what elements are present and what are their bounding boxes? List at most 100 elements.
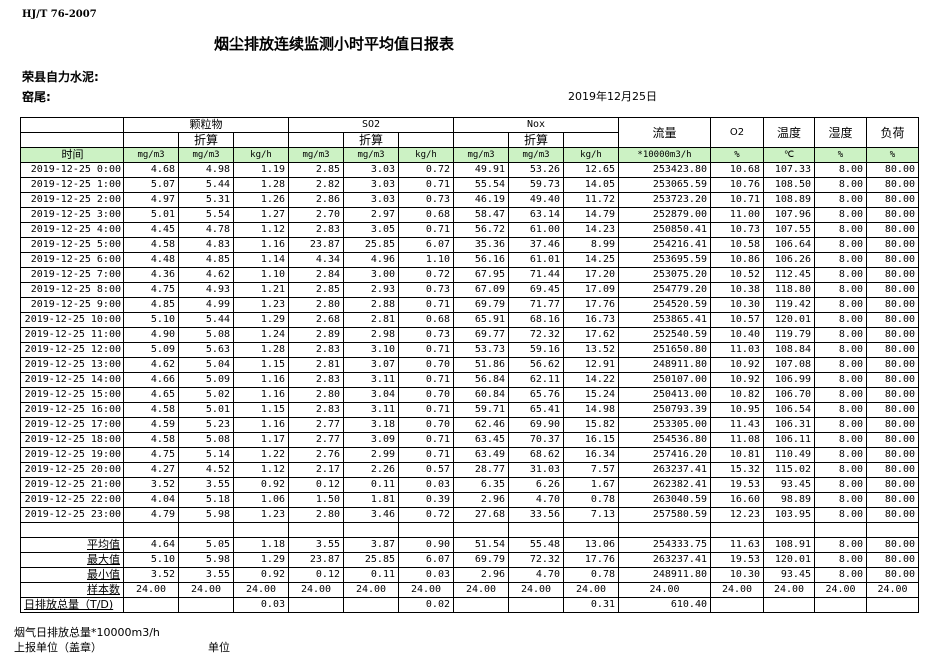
row-time: 2019-12-25 16:00 xyxy=(20,402,124,418)
cell: 8.00 xyxy=(814,402,867,418)
row-time: 2019-12-25 5:00 xyxy=(20,237,124,253)
cell: 5.98 xyxy=(178,552,234,568)
cell: 19.53 xyxy=(710,477,764,493)
cell: 5.98 xyxy=(178,507,234,523)
cell: 24.00 xyxy=(866,582,919,598)
cell: 10.52 xyxy=(710,267,764,283)
cell: 70.37 xyxy=(508,432,564,448)
cell: 8.00 xyxy=(814,432,867,448)
row-time: 2019-12-25 23:00 xyxy=(20,507,124,523)
cell: 4.97 xyxy=(123,192,179,208)
cell: 17.76 xyxy=(563,552,619,568)
cell: 10.92 xyxy=(710,372,764,388)
cell: 3.11 xyxy=(343,402,399,418)
cell: 4.66 xyxy=(123,372,179,388)
cell: 5.07 xyxy=(123,177,179,193)
header-flow: 流量 xyxy=(618,117,711,148)
cell: 10.57 xyxy=(710,312,764,328)
cell: 24.00 xyxy=(763,582,815,598)
cell: 3.03 xyxy=(343,177,399,193)
cell: 0.70 xyxy=(398,417,454,433)
cell: 106.26 xyxy=(763,252,815,268)
cell: 5.08 xyxy=(178,327,234,343)
cell xyxy=(866,522,919,538)
cell: 53.73 xyxy=(453,342,509,358)
cell: 8.00 xyxy=(814,252,867,268)
cell: 4.70 xyxy=(508,567,564,583)
cell: 106.64 xyxy=(763,237,815,253)
cell: 10.76 xyxy=(710,177,764,193)
cell: 1.81 xyxy=(343,492,399,508)
cell xyxy=(814,522,867,538)
row-time: 2019-12-25 18:00 xyxy=(20,432,124,448)
report-date: 2019年12月25日 xyxy=(568,90,657,103)
cell xyxy=(618,522,711,538)
cell: 1.67 xyxy=(563,477,619,493)
cell: 4.93 xyxy=(178,282,234,298)
header-converted: 折算 xyxy=(178,132,234,148)
cell: 2.77 xyxy=(288,432,344,448)
cell: 56.62 xyxy=(508,357,564,373)
cell: 8.00 xyxy=(814,282,867,298)
cell: 16.60 xyxy=(710,492,764,508)
table-row: 2019-12-25 3:00 5.01 5.54 1.27 2.70 2.97 0.68 5… xyxy=(20,207,919,223)
cell: 53.26 xyxy=(508,162,564,178)
cell: 4.45 xyxy=(123,222,179,238)
cell: 108.89 xyxy=(763,192,815,208)
cell: 33.56 xyxy=(508,507,564,523)
cell: 0.11 xyxy=(343,477,399,493)
cell: 6.07 xyxy=(398,552,454,568)
cell: 49.91 xyxy=(453,162,509,178)
cell: 3.05 xyxy=(343,222,399,238)
daily-total-row: 日排放总量（T/D) 0.03 0.02 0.31 610.40 xyxy=(20,597,919,613)
cell: 263237.41 xyxy=(618,552,711,568)
cell: 1.10 xyxy=(398,252,454,268)
header-empty xyxy=(20,117,124,133)
cell xyxy=(343,597,399,613)
cell: 80.00 xyxy=(866,162,919,178)
cell: 106.11 xyxy=(763,432,815,448)
cell: 1.14 xyxy=(233,252,289,268)
cell: 3.18 xyxy=(343,417,399,433)
cell: 17.09 xyxy=(563,282,619,298)
cell: 254520.59 xyxy=(618,297,711,313)
cell: 0.73 xyxy=(398,192,454,208)
cell: 4.58 xyxy=(123,237,179,253)
cell: 12.91 xyxy=(563,357,619,373)
cell: 2.80 xyxy=(288,297,344,313)
cell xyxy=(20,522,124,538)
cell: 0.71 xyxy=(398,342,454,358)
cell: 1.29 xyxy=(233,552,289,568)
cell: 253423.80 xyxy=(618,162,711,178)
cell: 0.71 xyxy=(398,372,454,388)
cell: 5.01 xyxy=(123,207,179,223)
cell: 10.30 xyxy=(710,567,764,583)
cell: 2.81 xyxy=(288,357,344,373)
row-time: 2019-12-25 0:00 xyxy=(20,162,124,178)
cell: 5.10 xyxy=(123,552,179,568)
cell xyxy=(398,522,454,538)
cell: 4.04 xyxy=(123,492,179,508)
cell: 80.00 xyxy=(866,477,919,493)
cell: 2.98 xyxy=(343,327,399,343)
cell: 0.12 xyxy=(288,477,344,493)
cell: 80.00 xyxy=(866,402,919,418)
cell: 4.68 xyxy=(123,162,179,178)
cell: 4.65 xyxy=(123,387,179,403)
cell xyxy=(563,522,619,538)
cell: 3.07 xyxy=(343,357,399,373)
cell: 248911.80 xyxy=(618,357,711,373)
cell: 72.32 xyxy=(508,327,564,343)
cell: 17.20 xyxy=(563,267,619,283)
cell: 8.00 xyxy=(814,222,867,238)
cell: 4.48 xyxy=(123,252,179,268)
cell: 60.84 xyxy=(453,387,509,403)
cell: 5.08 xyxy=(178,432,234,448)
stats-row: 最小值 3.52 3.55 0.92 0.12 0.11 0.03 2.96 4.70 0.78 2… xyxy=(20,567,919,583)
cell: 1.27 xyxy=(233,207,289,223)
cell: 263040.59 xyxy=(618,492,711,508)
cell: 0.92 xyxy=(233,477,289,493)
table-row: 2019-12-25 8:00 4.75 4.93 1.21 2.85 2.93 0.73 6… xyxy=(20,282,919,298)
cell: 80.00 xyxy=(866,222,919,238)
cell: 4.90 xyxy=(123,327,179,343)
